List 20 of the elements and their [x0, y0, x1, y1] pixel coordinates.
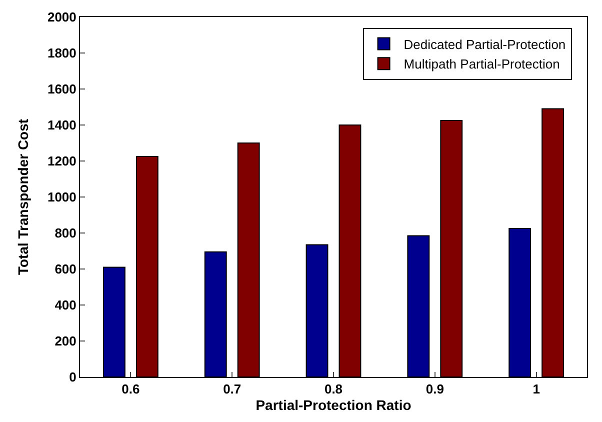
y-tick-label: 1200	[47, 154, 76, 169]
y-tick-label: 400	[54, 298, 76, 313]
legend-label: Multipath Partial-Protection	[404, 56, 560, 72]
y-tick-label: 2000	[47, 10, 76, 25]
y-tick-label: 1400	[47, 118, 76, 133]
x-tick-label: 0.9	[426, 382, 444, 397]
y-tick-label: 1000	[47, 190, 76, 205]
x-tick-label: 0.7	[223, 382, 242, 397]
y-tick-label: 1600	[47, 82, 76, 97]
x-tick-label: 1	[532, 382, 540, 397]
x-tick-label: 0.6	[122, 382, 140, 397]
legend-label: Dedicated Partial-Protection	[404, 36, 566, 52]
y-axis-title: Total Transponder Cost	[15, 118, 32, 276]
y-tick-label: 0	[69, 370, 76, 385]
y-tick-label: 200	[54, 334, 76, 349]
y-tick-label: 1800	[47, 46, 76, 61]
x-tick-label: 0.8	[324, 382, 343, 397]
y-tick-label: 800	[54, 226, 76, 241]
y-tick-label: 600	[54, 262, 76, 277]
x-axis-title: Partial-Protection Ratio	[256, 396, 412, 413]
